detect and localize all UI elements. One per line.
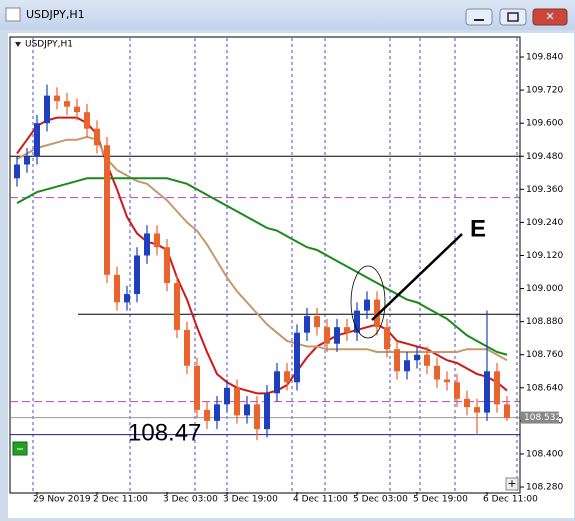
candle-body (64, 101, 70, 107)
y-tick-label: 109.600 (526, 119, 563, 129)
candle-body (134, 255, 140, 295)
candle-body (454, 382, 460, 399)
candle-body (404, 360, 410, 372)
candle-body (194, 365, 200, 410)
wave-label: E (470, 215, 486, 242)
y-tick-label: 108.880 (526, 317, 563, 327)
candle-body (284, 371, 290, 383)
candle-body (474, 407, 480, 413)
x-tick-label: 29 Nov 2019 (33, 495, 91, 505)
candle-body (94, 128, 100, 146)
y-tick-label: 109.240 (526, 218, 563, 228)
candle-body (104, 145, 110, 275)
candle-body (444, 379, 450, 383)
candle-body (504, 404, 510, 419)
candle-body (274, 371, 280, 394)
close-icon: ✕ (545, 10, 554, 23)
close-button[interactable] (532, 8, 568, 26)
zoom-button[interactable] (505, 477, 519, 491)
candle-body (254, 404, 260, 430)
window-title: USDJPY,H1 (26, 8, 85, 21)
y-tick-label: 109.000 (526, 284, 563, 294)
y-tick-label: 109.120 (526, 251, 563, 261)
candle-body (74, 106, 80, 113)
x-tick-label: 3 Dec 19:00 (223, 495, 278, 505)
current-price-label: 108.532 (524, 413, 561, 423)
candle-body (174, 283, 180, 330)
zoom-icon: + (507, 477, 516, 490)
y-tick-label: 109.480 (526, 152, 563, 162)
app-icon (5, 7, 21, 22)
candle-body (204, 409, 210, 421)
candle-body (184, 329, 190, 366)
candle-body (164, 247, 170, 284)
x-tick-label: 3 Dec 03:00 (163, 495, 218, 505)
candle-body (394, 349, 400, 372)
x-tick-label: 2 Dec 11:00 (93, 495, 148, 505)
candle-body (374, 299, 380, 328)
candle-body (424, 354, 430, 366)
candle-body (494, 371, 500, 405)
candle-body (324, 327, 330, 344)
candle-body (224, 387, 230, 405)
candle-body (384, 327, 390, 350)
candle-body (334, 327, 340, 344)
arrow-line (371, 233, 463, 321)
x-tick-label: 4 Dec 11:00 (293, 495, 348, 505)
candle-body (14, 164, 20, 179)
y-tick-label: 109.360 (526, 185, 563, 195)
candle-body (124, 294, 130, 303)
candle-body (464, 398, 470, 408)
candle-body (214, 404, 220, 421)
y-tick-label: 108.280 (526, 483, 563, 493)
candle-body (414, 354, 420, 361)
candle-body (484, 371, 490, 413)
minimize-button[interactable] (465, 8, 493, 26)
candle-body (304, 316, 310, 333)
candle-body (144, 233, 150, 256)
maximize-icon (507, 12, 519, 22)
candle-body (244, 404, 250, 416)
candle-body (154, 233, 160, 248)
y-tick-label: 109.720 (526, 86, 563, 96)
candle-body (364, 299, 370, 311)
current-price-box (521, 411, 559, 424)
candle-body (24, 156, 30, 165)
maximize-button[interactable] (499, 8, 527, 26)
candle-body (434, 365, 440, 380)
y-tick-label: 109.840 (526, 53, 563, 63)
y-tick-label: 108.640 (526, 383, 563, 393)
candle-body (234, 387, 240, 416)
candle-body (34, 123, 40, 157)
candle-body (344, 327, 350, 333)
candle-body (84, 112, 90, 129)
candle-body (354, 310, 360, 333)
level-annotation: 108.47 (128, 419, 201, 446)
candle-body (294, 332, 300, 383)
y-tick-label: 108.400 (526, 449, 563, 459)
plot: 108.47 E (10, 38, 520, 492)
candle-body (44, 95, 50, 124)
y-tick-label: 108.760 (526, 350, 563, 360)
moving-average (16, 177, 508, 356)
candle-body (264, 393, 270, 430)
x-tick-label: 6 Dec 11:00 (483, 495, 538, 505)
candle-body (314, 316, 320, 328)
highlight-ellipse (350, 265, 386, 339)
candle-body (114, 274, 120, 303)
symbol-label: USDJPY,H1 (25, 40, 73, 50)
candle-body (54, 95, 60, 102)
x-tick-label: 5 Dec 03:00 (353, 495, 408, 505)
symbol-marker (15, 42, 21, 47)
x-tick-label: 5 Dec 19:00 (413, 495, 468, 505)
